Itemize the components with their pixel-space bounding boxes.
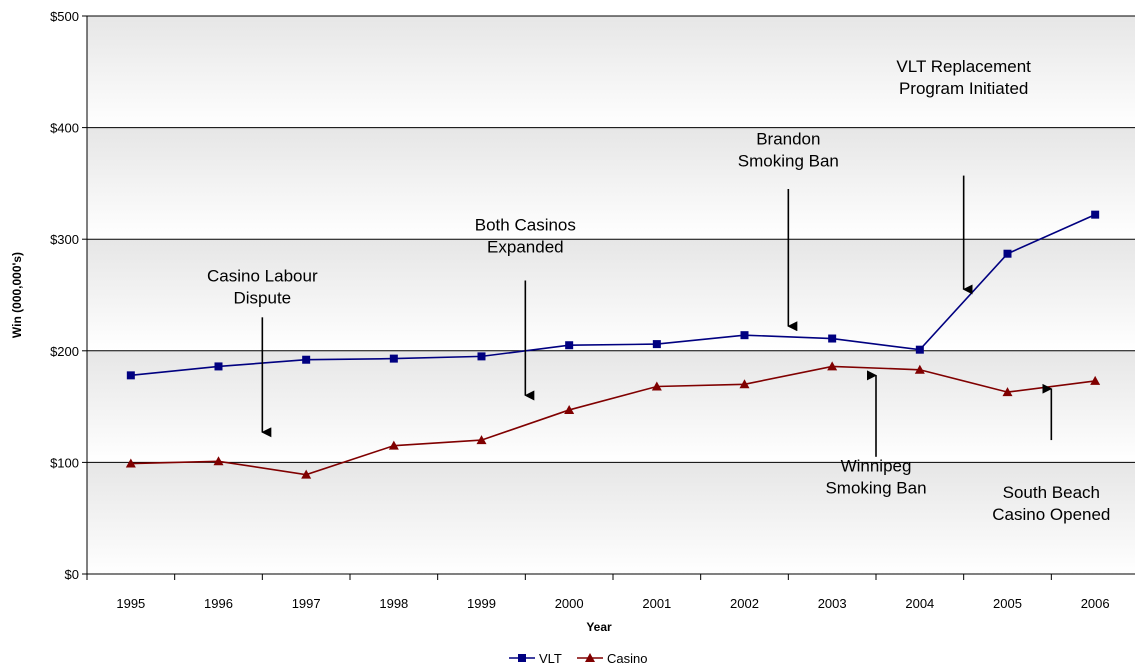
series-vlt	[126, 210, 1100, 380]
annotation: Winnipeg Smoking Ban	[825, 370, 927, 497]
x-axis-title: Year	[586, 620, 612, 634]
series-line-casino	[130, 365, 1096, 476]
annotation-text: Brandon	[756, 129, 820, 148]
x-tick-label: 1998	[379, 596, 408, 611]
y-tick-label: $400	[50, 121, 79, 136]
annotation-text: Both Casinos	[475, 215, 576, 234]
data-point-casino	[1090, 375, 1101, 385]
x-tick-label: 2004	[905, 596, 934, 611]
annotation-text: South Beach	[1003, 483, 1100, 502]
legend: VLT Casino	[509, 651, 647, 666]
series-layer	[125, 210, 1101, 479]
annotation-text: Smoking Ban	[738, 151, 839, 170]
legend-item-casino: Casino	[577, 651, 647, 666]
y-axis-ticks: $0 $100 $200 $300 $400 $500	[50, 9, 87, 582]
data-point-vlt	[740, 331, 749, 340]
x-tick-label: 2005	[993, 596, 1022, 611]
y-tick-label: $500	[50, 9, 79, 24]
series-line-vlt	[130, 213, 1096, 377]
plot-band	[87, 462, 1135, 574]
x-tick-label: 1997	[292, 596, 321, 611]
annotation: Casino Labour Dispute	[207, 267, 318, 438]
data-point-casino	[125, 458, 136, 468]
data-point-vlt	[1003, 249, 1012, 258]
annotation-text: Program Initiated	[899, 79, 1028, 98]
annotation-text: VLT Replacement	[896, 57, 1031, 76]
annotation-text: Smoking Ban	[825, 478, 926, 497]
data-point-casino	[476, 435, 487, 445]
annotation-text: Expanded	[487, 237, 564, 256]
data-point-vlt	[389, 354, 398, 363]
annotation: South Beach Casino Opened	[992, 383, 1110, 524]
y-axis-title: Win (000,000's)	[10, 252, 24, 338]
annotation-text: Dispute	[234, 289, 292, 308]
x-tick-label: 2002	[730, 596, 759, 611]
x-tick-label: 2006	[1081, 596, 1110, 611]
y-tick-label: $0	[65, 567, 79, 582]
legend-label: Casino	[607, 651, 647, 666]
x-tick-label: 2001	[642, 596, 671, 611]
legend-marker	[585, 653, 595, 662]
annotation-text: Casino Opened	[992, 505, 1110, 524]
y-tick-label: $100	[50, 455, 79, 470]
data-point-casino	[1002, 387, 1013, 397]
annotations-layer: Casino Labour Dispute Both Casinos Expanded…	[207, 57, 1110, 524]
data-point-casino	[739, 379, 750, 389]
annotation: Both Casinos Expanded	[475, 215, 576, 401]
plot-background	[87, 16, 1135, 574]
x-tick-label: 1995	[116, 596, 145, 611]
data-point-vlt	[652, 340, 661, 349]
data-point-casino	[301, 469, 312, 479]
data-point-vlt	[915, 345, 924, 354]
plot-band	[87, 350, 1135, 463]
legend-marker	[518, 654, 526, 662]
data-point-casino	[213, 456, 224, 466]
data-point-casino	[388, 440, 399, 450]
annotation-text: Casino Labour	[207, 267, 318, 286]
data-point-vlt	[565, 341, 574, 350]
x-tick-label: 1999	[467, 596, 496, 611]
data-point-vlt	[214, 362, 223, 371]
y-tick-label: $300	[50, 232, 79, 247]
data-point-vlt	[828, 334, 837, 343]
legend-item-vlt: VLT	[509, 651, 562, 666]
annotation-text: Winnipeg	[841, 456, 912, 475]
data-point-casino	[914, 364, 925, 374]
x-tick-label: 2000	[555, 596, 584, 611]
plot-band	[87, 16, 1135, 128]
data-point-casino	[827, 361, 838, 371]
annotation: Brandon Smoking Ban	[738, 129, 839, 332]
data-point-vlt	[477, 352, 486, 361]
x-axis-ticks: 1995 1996 1997 1998 1999 2000 2001 2002 2003 2004…	[86, 574, 1110, 611]
plot-band	[87, 127, 1135, 240]
annotation: VLT Replacement Program Initiated	[896, 57, 1031, 295]
data-point-vlt	[302, 355, 311, 364]
data-point-casino	[564, 404, 575, 414]
series-casino	[125, 361, 1101, 479]
x-tick-label: 2003	[818, 596, 847, 611]
x-tick-label: 1996	[204, 596, 233, 611]
y-tick-label: $200	[50, 344, 79, 359]
legend-label: VLT	[539, 651, 562, 666]
data-point-casino	[651, 381, 662, 391]
data-point-vlt	[126, 371, 135, 380]
data-point-vlt	[1091, 210, 1100, 219]
